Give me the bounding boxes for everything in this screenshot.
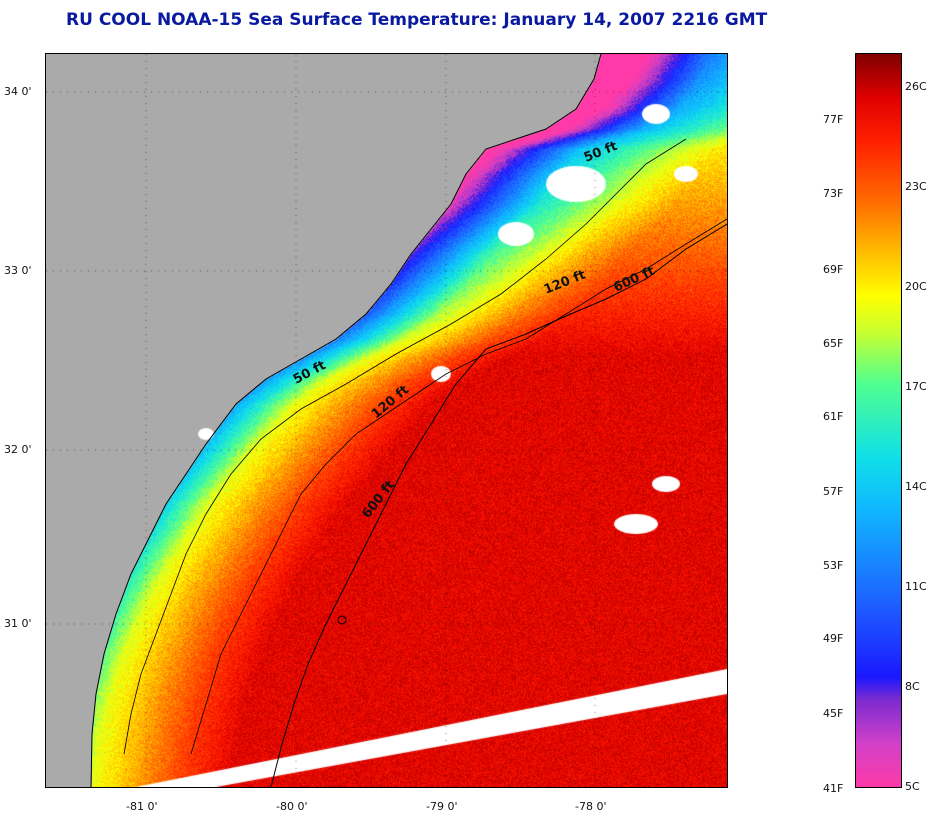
colorbar-f-label: 69F: [823, 263, 844, 276]
contour-label: 120 ft: [369, 383, 412, 422]
sst-map[interactable]: 50 ft 120 ft 600 ft 50 ft 120 ft 600 ft: [45, 53, 728, 788]
lat-label: 34 0': [4, 85, 32, 98]
sst-raster: [46, 54, 727, 787]
colorbar-f-label: 53F: [823, 559, 844, 572]
lon-label: -79 0': [426, 800, 458, 813]
colorbar-f-label: 65F: [823, 337, 844, 350]
contour-600ft: [270, 223, 727, 787]
colorbar-c-label: 5C: [905, 780, 920, 793]
colorbar-c-label: 14C: [905, 480, 927, 493]
colorbar: [855, 53, 902, 788]
lat-label: 33 0': [4, 264, 32, 277]
colorbar-c-label: 26C: [905, 80, 927, 93]
contour-50ft: [123, 138, 687, 755]
colorbar-c-label: 20C: [905, 280, 927, 293]
colorbar-c-label: 11C: [905, 580, 927, 593]
lon-label: -78 0': [575, 800, 607, 813]
map-title: RU COOL NOAA-15 Sea Surface Temperature:…: [66, 10, 768, 30]
contour-label: 50 ft: [582, 139, 620, 166]
map-overlay: 50 ft 120 ft 600 ft 50 ft 120 ft 600 ft: [90, 54, 727, 787]
lon-label: -80 0': [276, 800, 308, 813]
colorbar-f-label: 41F: [823, 782, 844, 795]
contour-label: 600 ft: [359, 478, 398, 522]
colorbar-c-label: 8C: [905, 680, 920, 693]
colorbar-f-label: 73F: [823, 187, 844, 200]
contour-120ft: [190, 218, 727, 755]
lat-label: 32 0': [4, 443, 32, 456]
colorbar-f-label: 61F: [823, 410, 844, 423]
marker-circle: [337, 615, 347, 625]
colorbar-f-label: 57F: [823, 485, 844, 498]
lon-label: -81 0': [126, 800, 158, 813]
colorbar-c-label: 17C: [905, 380, 927, 393]
colorbar-f-label: 77F: [823, 113, 844, 126]
lat-label: 31 0': [4, 617, 32, 630]
colorbar-c-label: 23C: [905, 180, 927, 193]
coastline: [90, 54, 602, 787]
contour-label: 50 ft: [291, 358, 329, 387]
colorbar-f-label: 49F: [823, 632, 844, 645]
contour-label: 120 ft: [542, 267, 588, 297]
contour-label: 600 ft: [611, 264, 657, 296]
colorbar-f-label: 45F: [823, 707, 844, 720]
